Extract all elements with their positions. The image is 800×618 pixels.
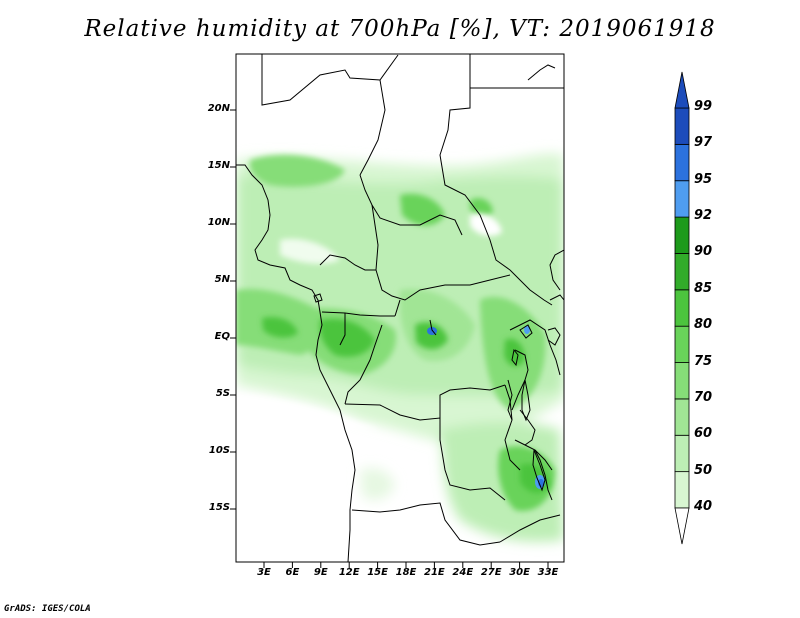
longitude-ticks [263,562,549,568]
map-frame [235,53,565,563]
colorbar-level-label: 92 [694,208,713,224]
humidity-high-layer [262,316,550,493]
lat-tick-label: EQ [214,331,230,342]
colorbar-level-label: 80 [694,317,713,333]
colorbar-level-label: 60 [694,426,713,442]
colorbar-box [674,325,690,363]
colorbar-level-label: 95 [694,171,713,187]
colorbar-box [674,289,690,327]
map-title: Relative humidity at 700hPa [%], VT: 201… [84,16,716,42]
colorbar-level-label: 99 [694,99,713,114]
colorbar-box [674,398,690,436]
lat-tick-label: 10S [208,445,230,456]
humidity-dry-gaps [236,213,502,430]
lon-tick-label: 21E [424,567,445,578]
lon-tick-label: 24E [452,567,474,578]
lat-tick-label: 15N [207,160,230,171]
lon-tick-label: 18E [395,567,417,578]
lon-tick-label: 27E [480,567,502,578]
lon-tick-label: 9E [313,567,328,578]
colorbar-box [674,107,690,145]
colorbar-low-end [674,507,690,545]
colorbar-box [674,434,690,473]
colorbar-level-label: 50 [694,462,713,478]
footer-credit: GrADS: IGES/COLA [4,604,91,614]
colorbar-level-label: 75 [694,353,713,369]
colorbar-box [674,362,690,400]
colorbar-level-label: 40 [694,499,713,514]
colorbar-level-label: 90 [694,244,713,260]
lat-tick-label: 20N [207,103,230,114]
colorbar [674,71,690,545]
colorbar-box [674,216,690,254]
colorbar-box [674,180,690,218]
lon-tick-label: 30E [509,567,530,578]
colorbar-level-label: 70 [694,389,713,405]
lon-tick-label: 12E [338,567,360,578]
lat-tick-label: 15S [208,502,230,513]
colorbar-level-label: 97 [694,135,713,151]
lon-tick-label: 3E [257,567,271,578]
lon-tick-label: 33E [537,567,559,578]
lakes [313,293,546,492]
lat-tick-label: 5S [215,388,230,399]
colorbar-box [674,143,690,182]
colorbar-box [674,253,690,291]
latitude-ticks [230,109,236,510]
lon-tick-label: 15E [367,567,388,578]
lat-tick-label: 5N [214,274,230,285]
colorbar-high-end [674,71,690,109]
country-borders [236,54,564,562]
colorbar-box [674,471,690,509]
humidity-field [236,54,564,562]
colorbar-level-label: 85 [694,280,713,296]
lat-tick-label: 10N [207,217,230,228]
lon-tick-label: 6E [285,567,300,578]
